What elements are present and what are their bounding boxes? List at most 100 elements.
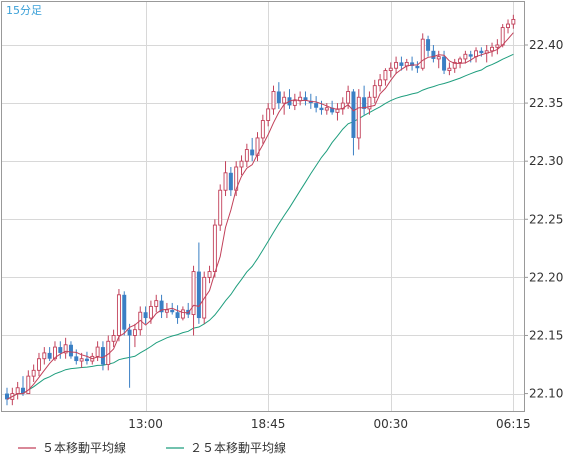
y-tick-label: 22.15 [529,328,563,342]
candle-body-down [351,91,356,138]
candle-body-up [266,108,271,121]
candle-body-up [255,137,260,156]
candle-body-down [410,62,415,66]
candle-body-up [378,79,383,87]
candle-body-up [490,46,494,52]
y-tick-label: 22.25 [529,212,563,226]
x-tick-label: 06:15 [496,417,531,431]
ma5-line-group [6,32,514,400]
candle-body-up [239,160,244,168]
candle-body-up [292,100,297,106]
x-tick-label: 18:45 [251,417,286,431]
candle-body-down [20,387,25,394]
x-tick-label: 00:30 [373,417,408,431]
candle-body-up [260,120,265,139]
candle-body-down [426,39,431,51]
candle-body-down [84,358,89,362]
candle-body-up [148,305,153,319]
candle-body-up [356,96,361,139]
candle-body-up [458,58,462,63]
candle-body-up [42,352,47,360]
candle-body-up [212,224,217,273]
candle-body-up [367,96,372,110]
candle-body-down [442,56,447,71]
candle-body-down [47,352,52,359]
candle-body-up [191,271,196,316]
candle-body-down [250,149,255,156]
candle-body-down [362,97,367,109]
candle-body-up [111,335,116,342]
candle-body-up [63,344,68,354]
candle-body-up [346,91,351,104]
candle-body-down [319,107,324,111]
y-tick-label: 22.40 [529,38,563,52]
legend-ma25-label: ２５本移動平均線 [190,440,286,455]
y-tick-label: 22.20 [529,270,563,284]
x-axis-ticks: 13:00 18:45 00:30 06:15 [128,417,530,431]
y-tick-label: 22.30 [529,154,563,168]
legend: ５本移動平均線 ２５本移動平均線 [18,440,286,455]
candle-body-down [415,65,420,69]
candle-body-up [53,346,57,360]
ma5-line [6,32,514,400]
candle-body-up [420,38,425,69]
candle-body-down [74,356,79,362]
candle-body-down [303,97,308,101]
candle-body-up [15,387,20,395]
candle-body-up [31,369,36,377]
candle-body-up [164,309,169,313]
candle-body-up [383,70,388,81]
candle-body-down [170,309,175,313]
candle-body-down [479,50,484,54]
candle-body-up [463,53,468,60]
x-tick-label: 13:00 [128,417,163,431]
candle-body-down [431,50,436,59]
candle-body-up [324,107,329,111]
candle-body-up [394,61,399,69]
candle-body-up [26,375,31,395]
candle-body-up [282,96,287,104]
candle-body-up [180,309,185,319]
candle-body-up [271,91,276,110]
candle-body-up [495,44,500,48]
candle-body-down [468,54,473,57]
timeframe-label: 15分足 [6,4,42,17]
ma25-line [6,53,514,400]
candle-body-down [122,294,127,330]
candle-body-down [5,393,9,400]
candle-body-up [116,294,121,336]
candle-body-up [506,23,510,29]
candle-body-up [207,271,212,278]
candle-body-down [127,329,132,336]
candle-body-down [330,107,335,113]
candle-body-down [58,347,63,353]
candle-body-up [388,67,393,72]
candle-body-down [175,312,180,319]
candle-body-down [143,312,148,319]
y-tick-label: 22.10 [529,387,563,401]
candle-body-up [447,67,452,72]
ma25-line-group [6,53,514,400]
candle-body-down [399,62,404,66]
candle-body-down [159,300,164,313]
candle-body-up [244,149,249,162]
candle-body-up [500,27,505,46]
candle-body-up [436,56,441,60]
candle-body-up [223,172,228,191]
candle-body-up [37,358,41,371]
candle-body-up [154,300,159,307]
candle-body-down [314,103,319,108]
candle-body-up [372,85,377,98]
legend-ma5-label: ５本移動平均線 [42,440,126,455]
candle-body-up [95,346,100,357]
candle-body-down [196,271,201,319]
candle-body-down [276,91,281,104]
y-axis-ticks: 22.40 22.35 22.30 22.25 22.20 22.15 22.10 [524,38,563,401]
candle-body-up [132,329,137,336]
candle-body-up [79,358,84,362]
y-tick-label: 22.35 [529,96,563,110]
candle-body-down [68,344,73,357]
candle-body-up [452,61,457,69]
plot-frame [1,1,525,412]
